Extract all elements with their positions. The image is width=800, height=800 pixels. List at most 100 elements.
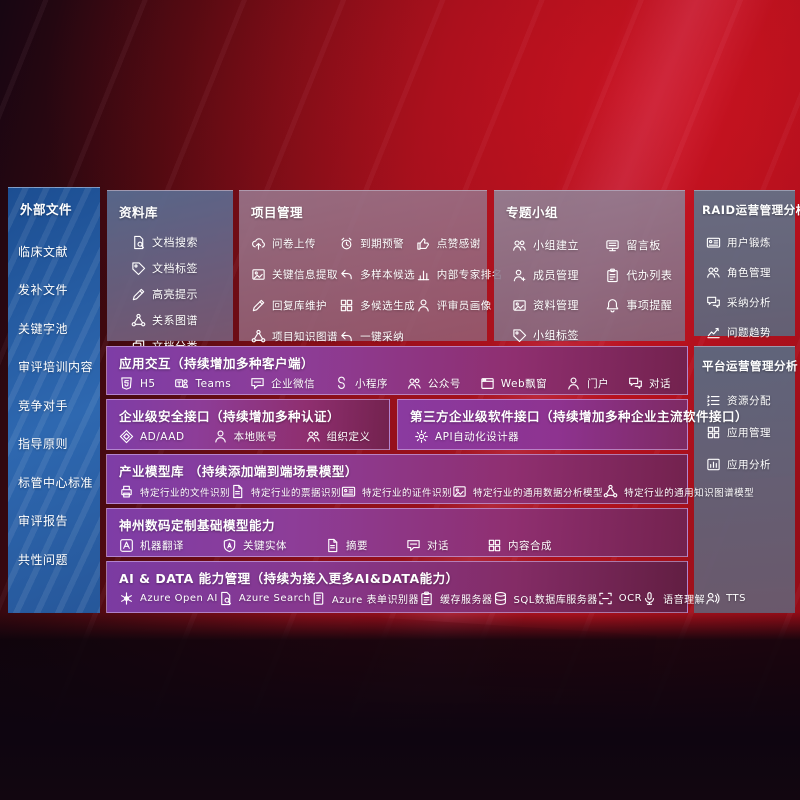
- list-item[interactable]: 文档搜索: [131, 229, 233, 255]
- list-item[interactable]: 多候选生成: [339, 290, 416, 321]
- list-item[interactable]: 留言板: [605, 230, 685, 260]
- list-item[interactable]: 发补文件: [18, 271, 100, 310]
- list-item[interactable]: 标管中心标准: [18, 463, 100, 502]
- list-item[interactable]: 竞争对手: [18, 386, 100, 425]
- network-icon: [603, 484, 618, 499]
- list-item[interactable]: 指导原则: [18, 425, 100, 464]
- list-item[interactable]: Web飘窗: [480, 376, 547, 391]
- list-item[interactable]: 用户锻炼: [706, 227, 795, 257]
- item-label: 代办列表: [626, 269, 673, 282]
- list-item[interactable]: 问卷上传: [251, 228, 339, 259]
- tag-icon: [131, 261, 146, 276]
- list-item[interactable]: 评审员画像: [416, 290, 491, 321]
- basemodel-items: 机器翻译 关键实体 摘要 对话 内容合成: [107, 534, 687, 553]
- list-item[interactable]: 本地账号: [213, 429, 278, 444]
- raid-list: 用户锻炼 角色管理 采纳分析 问题趋势: [694, 218, 795, 347]
- grid-icon: [706, 425, 721, 440]
- bell-icon: [605, 298, 620, 313]
- list-item[interactable]: 回复库维护: [251, 290, 339, 321]
- list-item[interactable]: 关键信息提取: [251, 259, 339, 290]
- list-item[interactable]: 成员管理: [512, 260, 605, 290]
- list-item[interactable]: 企业微信: [250, 376, 315, 391]
- list-item[interactable]: 应用分析: [706, 448, 795, 480]
- card-icon: [706, 235, 721, 250]
- list-item[interactable]: 组织定义: [306, 429, 371, 444]
- item-label: 发补文件: [18, 283, 69, 298]
- item-label: 对话: [427, 540, 449, 552]
- list-item[interactable]: 关键字池: [18, 309, 100, 348]
- list-item[interactable]: 机器翻译: [119, 538, 184, 553]
- list-item[interactable]: 高亮提示: [131, 281, 233, 307]
- list-item[interactable]: 事项提醒: [605, 290, 685, 320]
- list-item[interactable]: 临床文献: [18, 232, 100, 271]
- shield-a-icon: [222, 538, 237, 553]
- list-item[interactable]: 共性问题: [18, 540, 100, 579]
- list-item[interactable]: 多样本候选: [339, 259, 416, 290]
- pencil-icon: [251, 298, 266, 313]
- list-item[interactable]: 审评培训内容: [18, 348, 100, 387]
- item-label: 文档搜索: [152, 236, 198, 249]
- list-item[interactable]: AD/AAD: [119, 429, 185, 444]
- grid-icon: [487, 538, 502, 553]
- panel-title: 项目管理: [251, 205, 304, 220]
- item-label: 临床文献: [18, 244, 69, 259]
- list-item[interactable]: 关系图谱: [131, 307, 233, 333]
- list-item[interactable]: 特定行业的通用数据分析模型: [452, 484, 603, 499]
- chat2-icon: [706, 295, 721, 310]
- list-item[interactable]: API自动化设计器: [414, 429, 519, 444]
- row-title: 企业级安全接口（持续增加多种认证）: [119, 409, 341, 424]
- list-item[interactable]: Azure Search: [218, 591, 311, 606]
- list-item[interactable]: 内部专家排名: [416, 259, 502, 290]
- list-item[interactable]: 关键实体: [222, 538, 287, 553]
- list-item[interactable]: 摘要: [325, 538, 368, 553]
- list-item[interactable]: Teams: [174, 376, 231, 391]
- list-icon: [706, 393, 721, 408]
- image-icon: [452, 484, 467, 499]
- doc-icon: [230, 484, 245, 499]
- list-item[interactable]: 审评报告: [18, 502, 100, 541]
- list-item[interactable]: SQL数据库服务器: [493, 591, 598, 606]
- list-item[interactable]: OCR: [598, 591, 642, 606]
- list-item[interactable]: 缓存服务器: [419, 591, 493, 606]
- list-item[interactable]: 语音理解: [642, 591, 705, 606]
- list-item[interactable]: 对话: [628, 376, 671, 391]
- item-label: 问卷上传: [272, 238, 316, 250]
- list-item[interactable]: TTS: [705, 591, 746, 606]
- list-item[interactable]: 特定行业的文件识别: [119, 484, 230, 499]
- list-item[interactable]: 代办列表: [605, 260, 685, 290]
- item-label: 高亮提示: [152, 288, 198, 301]
- list-item[interactable]: 问题趋势: [706, 317, 795, 347]
- item-label: SQL数据库服务器: [513, 595, 598, 606]
- list-item[interactable]: 对话: [406, 538, 449, 553]
- list-item[interactable]: 角色管理: [706, 257, 795, 287]
- project-management-panel: 项目管理 问卷上传 到期预警 点赞感谢关键信息提取 多样本候选 内部专家排名回复库维护 多…: [239, 190, 502, 343]
- item-label: H5: [140, 377, 156, 390]
- item-label: 审评培训内容: [18, 360, 94, 375]
- list-item[interactable]: 特定行业的证件识别: [341, 484, 452, 499]
- list-item[interactable]: 采纳分析: [706, 287, 795, 317]
- list-item[interactable]: Azure Open AI: [119, 591, 218, 606]
- list-item[interactable]: 特定行业的票据识别: [230, 484, 341, 499]
- list-item[interactable]: Azure 表单识别器: [311, 591, 419, 606]
- list-item[interactable]: 小程序: [334, 376, 388, 391]
- background-shape: [312, 616, 657, 692]
- row-title: AI & DATA 能力管理（持续为接入更多AI&DATA能力）: [119, 571, 459, 586]
- group-list: 小组建立 留言板 成员管理 代办列表 资料管理 事项提醒 小组标签: [494, 221, 685, 350]
- image-icon: [512, 298, 527, 313]
- list-item[interactable]: 公众号: [407, 376, 461, 391]
- item-label: 缓存服务器: [440, 595, 493, 606]
- list-item[interactable]: 内容合成: [487, 538, 552, 553]
- list-item[interactable]: 门户: [566, 376, 609, 391]
- platform-list: 资源分配 应用管理 应用分析: [694, 374, 795, 480]
- doc-search-icon: [218, 591, 233, 606]
- list-item[interactable]: 小组建立: [512, 230, 605, 260]
- list-item[interactable]: H5: [119, 376, 156, 391]
- list-item[interactable]: 资料管理: [512, 290, 605, 320]
- doc-search-icon: [131, 235, 146, 250]
- list-item[interactable]: 点赞感谢: [416, 228, 483, 259]
- list-item[interactable]: 到期预警: [339, 228, 416, 259]
- list-item[interactable]: 文档标签: [131, 255, 233, 281]
- item-label: 特定行业的文件识别: [140, 487, 231, 499]
- bbs-icon: [605, 238, 620, 253]
- list-item[interactable]: 特定行业的通用知识图谱模型: [603, 484, 754, 499]
